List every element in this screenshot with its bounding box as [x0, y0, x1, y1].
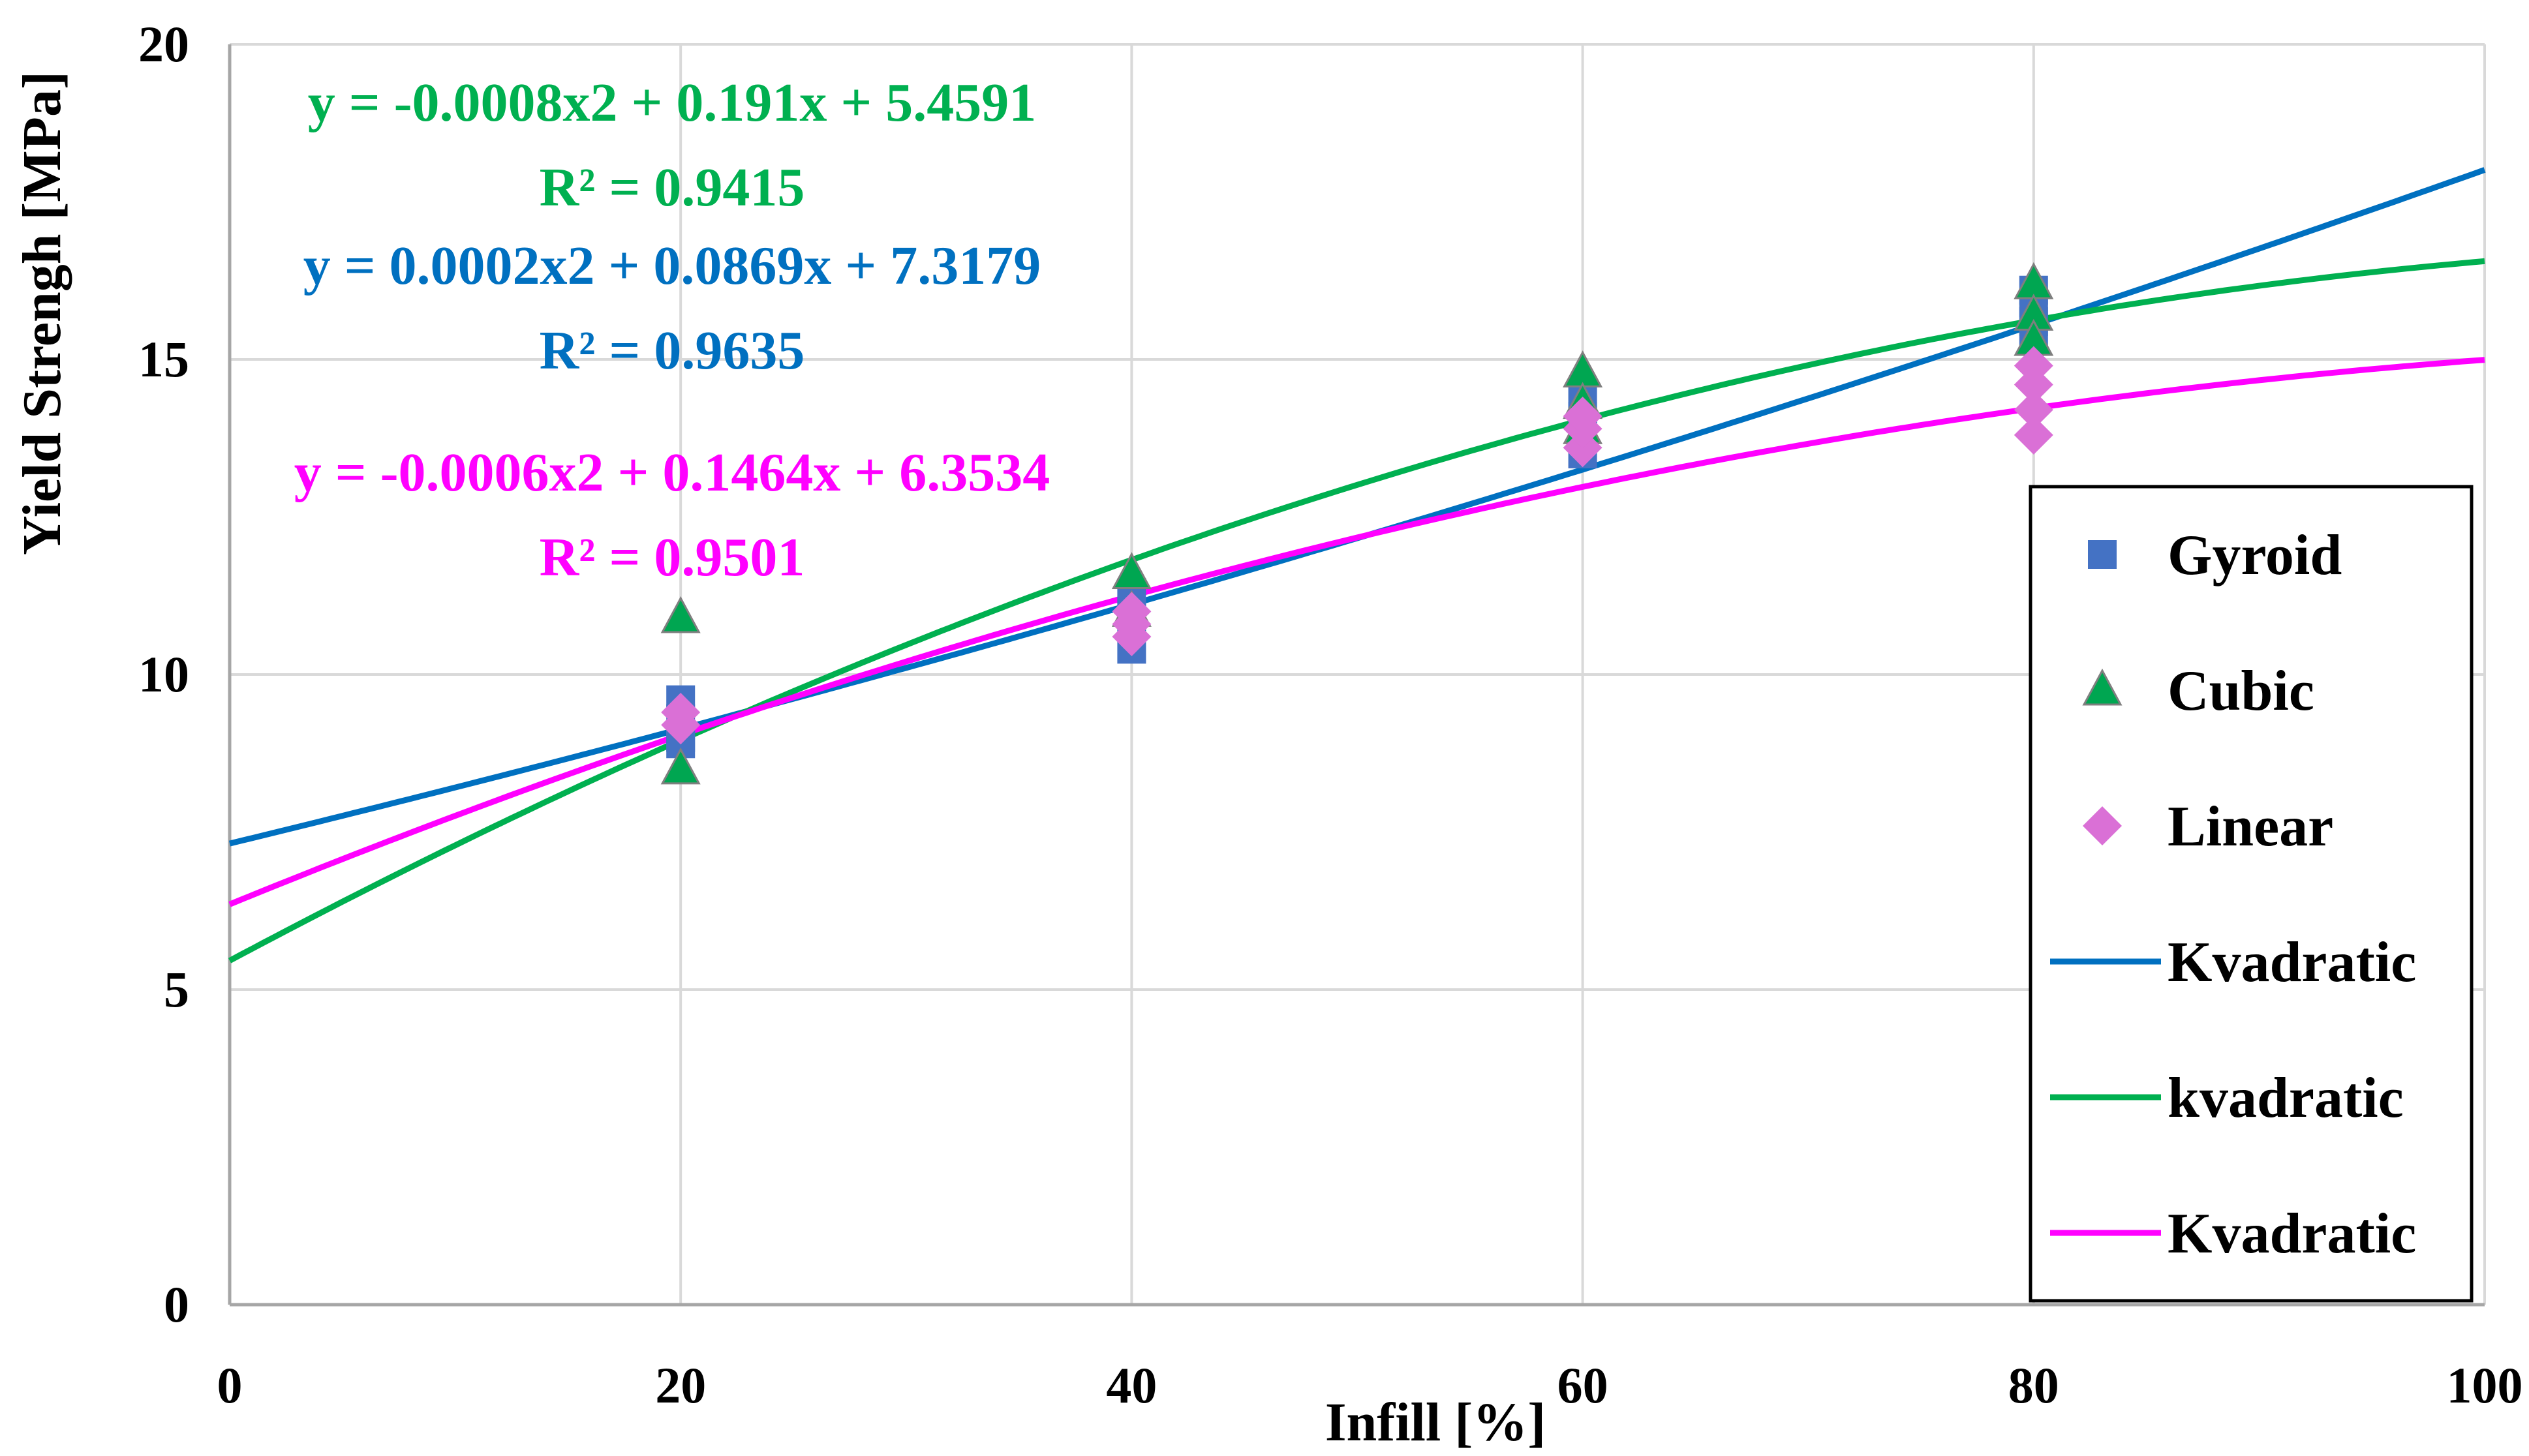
trendline-kvadratic-4	[228, 258, 2485, 963]
legend-marker-gyroid	[2088, 540, 2117, 569]
trendline-equation: y = -0.0008x2 + 0.191x + 5.4591	[308, 72, 1037, 133]
x-tick-label: 40	[1106, 1357, 1157, 1414]
legend-entry-label: kvadratic	[2168, 1067, 2404, 1130]
legend-entry-label: Cubic	[2168, 660, 2314, 723]
legend-marker-linear	[2083, 806, 2122, 845]
legend-marker-cubic	[2082, 668, 2123, 706]
points-layer	[660, 262, 2054, 785]
cubic-point	[660, 747, 701, 785]
labels-layer: y = -0.0008x2 + 0.191x + 5.4591 R² = 0.94…	[294, 72, 1050, 588]
legend-entry-label: Gyroid	[2168, 524, 2342, 587]
y-tick-label: 0	[164, 1276, 189, 1333]
legend-entry-label: Linear	[2168, 795, 2333, 858]
trendline-r2: R² = 0.9501	[540, 527, 805, 588]
grid-layer	[230, 43, 2486, 1305]
axis-layer: 0 5 10 15 20 0 20 40 60 80 100 Infill [%] Yield Stre…	[12, 16, 2523, 1453]
legend-entry-label: Kvadratic	[2168, 931, 2416, 994]
y-tick-label: 15	[138, 331, 189, 387]
legend-box	[2029, 485, 2474, 1303]
cubic-point	[1111, 552, 1152, 589]
x-tick-label: 20	[655, 1357, 706, 1414]
linear-point	[2014, 346, 2053, 386]
linear-point	[1563, 396, 1602, 436]
x-axis-title: Infill [%]	[1325, 1392, 1546, 1453]
x-tick-label: 100	[2447, 1357, 2523, 1414]
linear-point	[2014, 415, 2053, 455]
y-tick-label: 5	[164, 961, 189, 1018]
linear-point	[661, 705, 701, 745]
trendline-kvadratic-5	[228, 357, 2485, 907]
cubic-point	[1563, 350, 1603, 387]
legend: Gyroid Cubic Linear Kvadratic kvadratic Kvadr…	[2029, 485, 2474, 1303]
linear-point	[2014, 390, 2053, 430]
trendline-r2: R² = 0.9415	[540, 157, 805, 218]
x-tick-label: 60	[1557, 1357, 1608, 1414]
trendline-equation: y = -0.0006x2 + 0.1464x + 6.3534	[294, 442, 1050, 503]
x-tick-label: 80	[2008, 1357, 2059, 1414]
y-tick-label: 10	[138, 646, 189, 703]
y-axis-title: Yield Strengh [MPa]	[12, 71, 72, 555]
cubic-point	[660, 596, 701, 633]
x-tick-label: 0	[217, 1357, 243, 1414]
y-tick-label: 20	[138, 16, 189, 72]
trendline-equation: y = 0.0002x2 + 0.0869x + 7.3179	[303, 235, 1041, 296]
linear-point	[1112, 592, 1152, 631]
trendlines-layer	[228, 167, 2486, 963]
legend-entry-label: Kvadratic	[2168, 1202, 2416, 1266]
trendline-r2: R² = 0.9635	[540, 320, 805, 381]
